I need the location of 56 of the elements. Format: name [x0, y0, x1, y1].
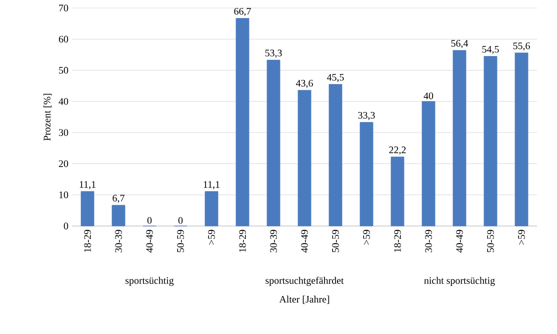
- y-tick-label: 20: [58, 160, 68, 168]
- data-label: 11,1: [80, 181, 96, 190]
- y-tick-label: 70: [59, 4, 68, 12]
- x-tick-label: 18-29: [239, 230, 246, 252]
- x-tick-label: 40-49: [146, 230, 153, 253]
- bar: [236, 18, 250, 226]
- data-label: 45,5: [326, 74, 344, 82]
- text: sportsuchtgefährdet: [266, 276, 344, 286]
- x-tick-label: 40-49: [301, 230, 308, 253]
- y-tick-label: 60: [58, 36, 68, 42]
- text: sportsüchtig: [126, 276, 174, 286]
- bar: [390, 156, 404, 226]
- x-axis-title: Alter [Jahre]: [279, 296, 330, 304]
- bar: [80, 191, 94, 226]
- x-tick-label: 30-39: [115, 230, 122, 252]
- data-label: 6,7: [112, 194, 124, 203]
- data-label: 0: [147, 217, 152, 224]
- bar: [298, 90, 312, 226]
- x-tick-label: 30-39: [270, 230, 277, 252]
- data-label: 22,2: [389, 146, 406, 155]
- bar: [422, 101, 436, 226]
- y-tick-label: 0: [64, 222, 68, 230]
- data-label: 56,4: [451, 40, 468, 48]
- data-label: 40: [424, 92, 434, 100]
- data-label: 53,3: [265, 50, 282, 58]
- x-tick-label: >59: [208, 230, 215, 245]
- bar: [328, 84, 342, 226]
- data-label: 0: [178, 217, 183, 224]
- data-label: 54,5: [482, 46, 499, 54]
- data-label: 55,6: [513, 42, 530, 51]
- x-tick-label: 50-59: [332, 230, 339, 252]
- x-tick-label: 18-29: [394, 230, 401, 252]
- data-label: 43,6: [296, 80, 313, 88]
- bar: [452, 50, 466, 226]
- x-tick-label: 18-29: [84, 230, 91, 252]
- y-tick-label: 50: [59, 66, 68, 74]
- text: nicht sportsüchtig: [424, 276, 495, 286]
- data-label: 11,1: [204, 181, 220, 190]
- bar: [204, 191, 218, 226]
- bar: [266, 60, 280, 226]
- bar: [112, 204, 126, 226]
- y-tick-label: 30: [59, 129, 68, 136]
- x-tick-label: 50-59: [177, 230, 184, 252]
- y-tick-label: 10: [59, 191, 68, 198]
- bar: [484, 56, 498, 226]
- x-tick-label: >59: [363, 230, 370, 245]
- data-label: 66,7: [234, 8, 251, 16]
- x-tick-label: 50-59: [487, 230, 494, 252]
- y-tick-label: 40: [58, 98, 68, 105]
- x-tick-label: >59: [518, 230, 525, 245]
- x-tick-label: 40-49: [456, 230, 463, 253]
- data-label: 33,3: [358, 112, 375, 120]
- x-tick-label: 30-39: [425, 230, 432, 252]
- y-axis-title: Prozent [%]: [43, 94, 52, 141]
- bar: [514, 52, 528, 226]
- bar: [360, 122, 374, 226]
